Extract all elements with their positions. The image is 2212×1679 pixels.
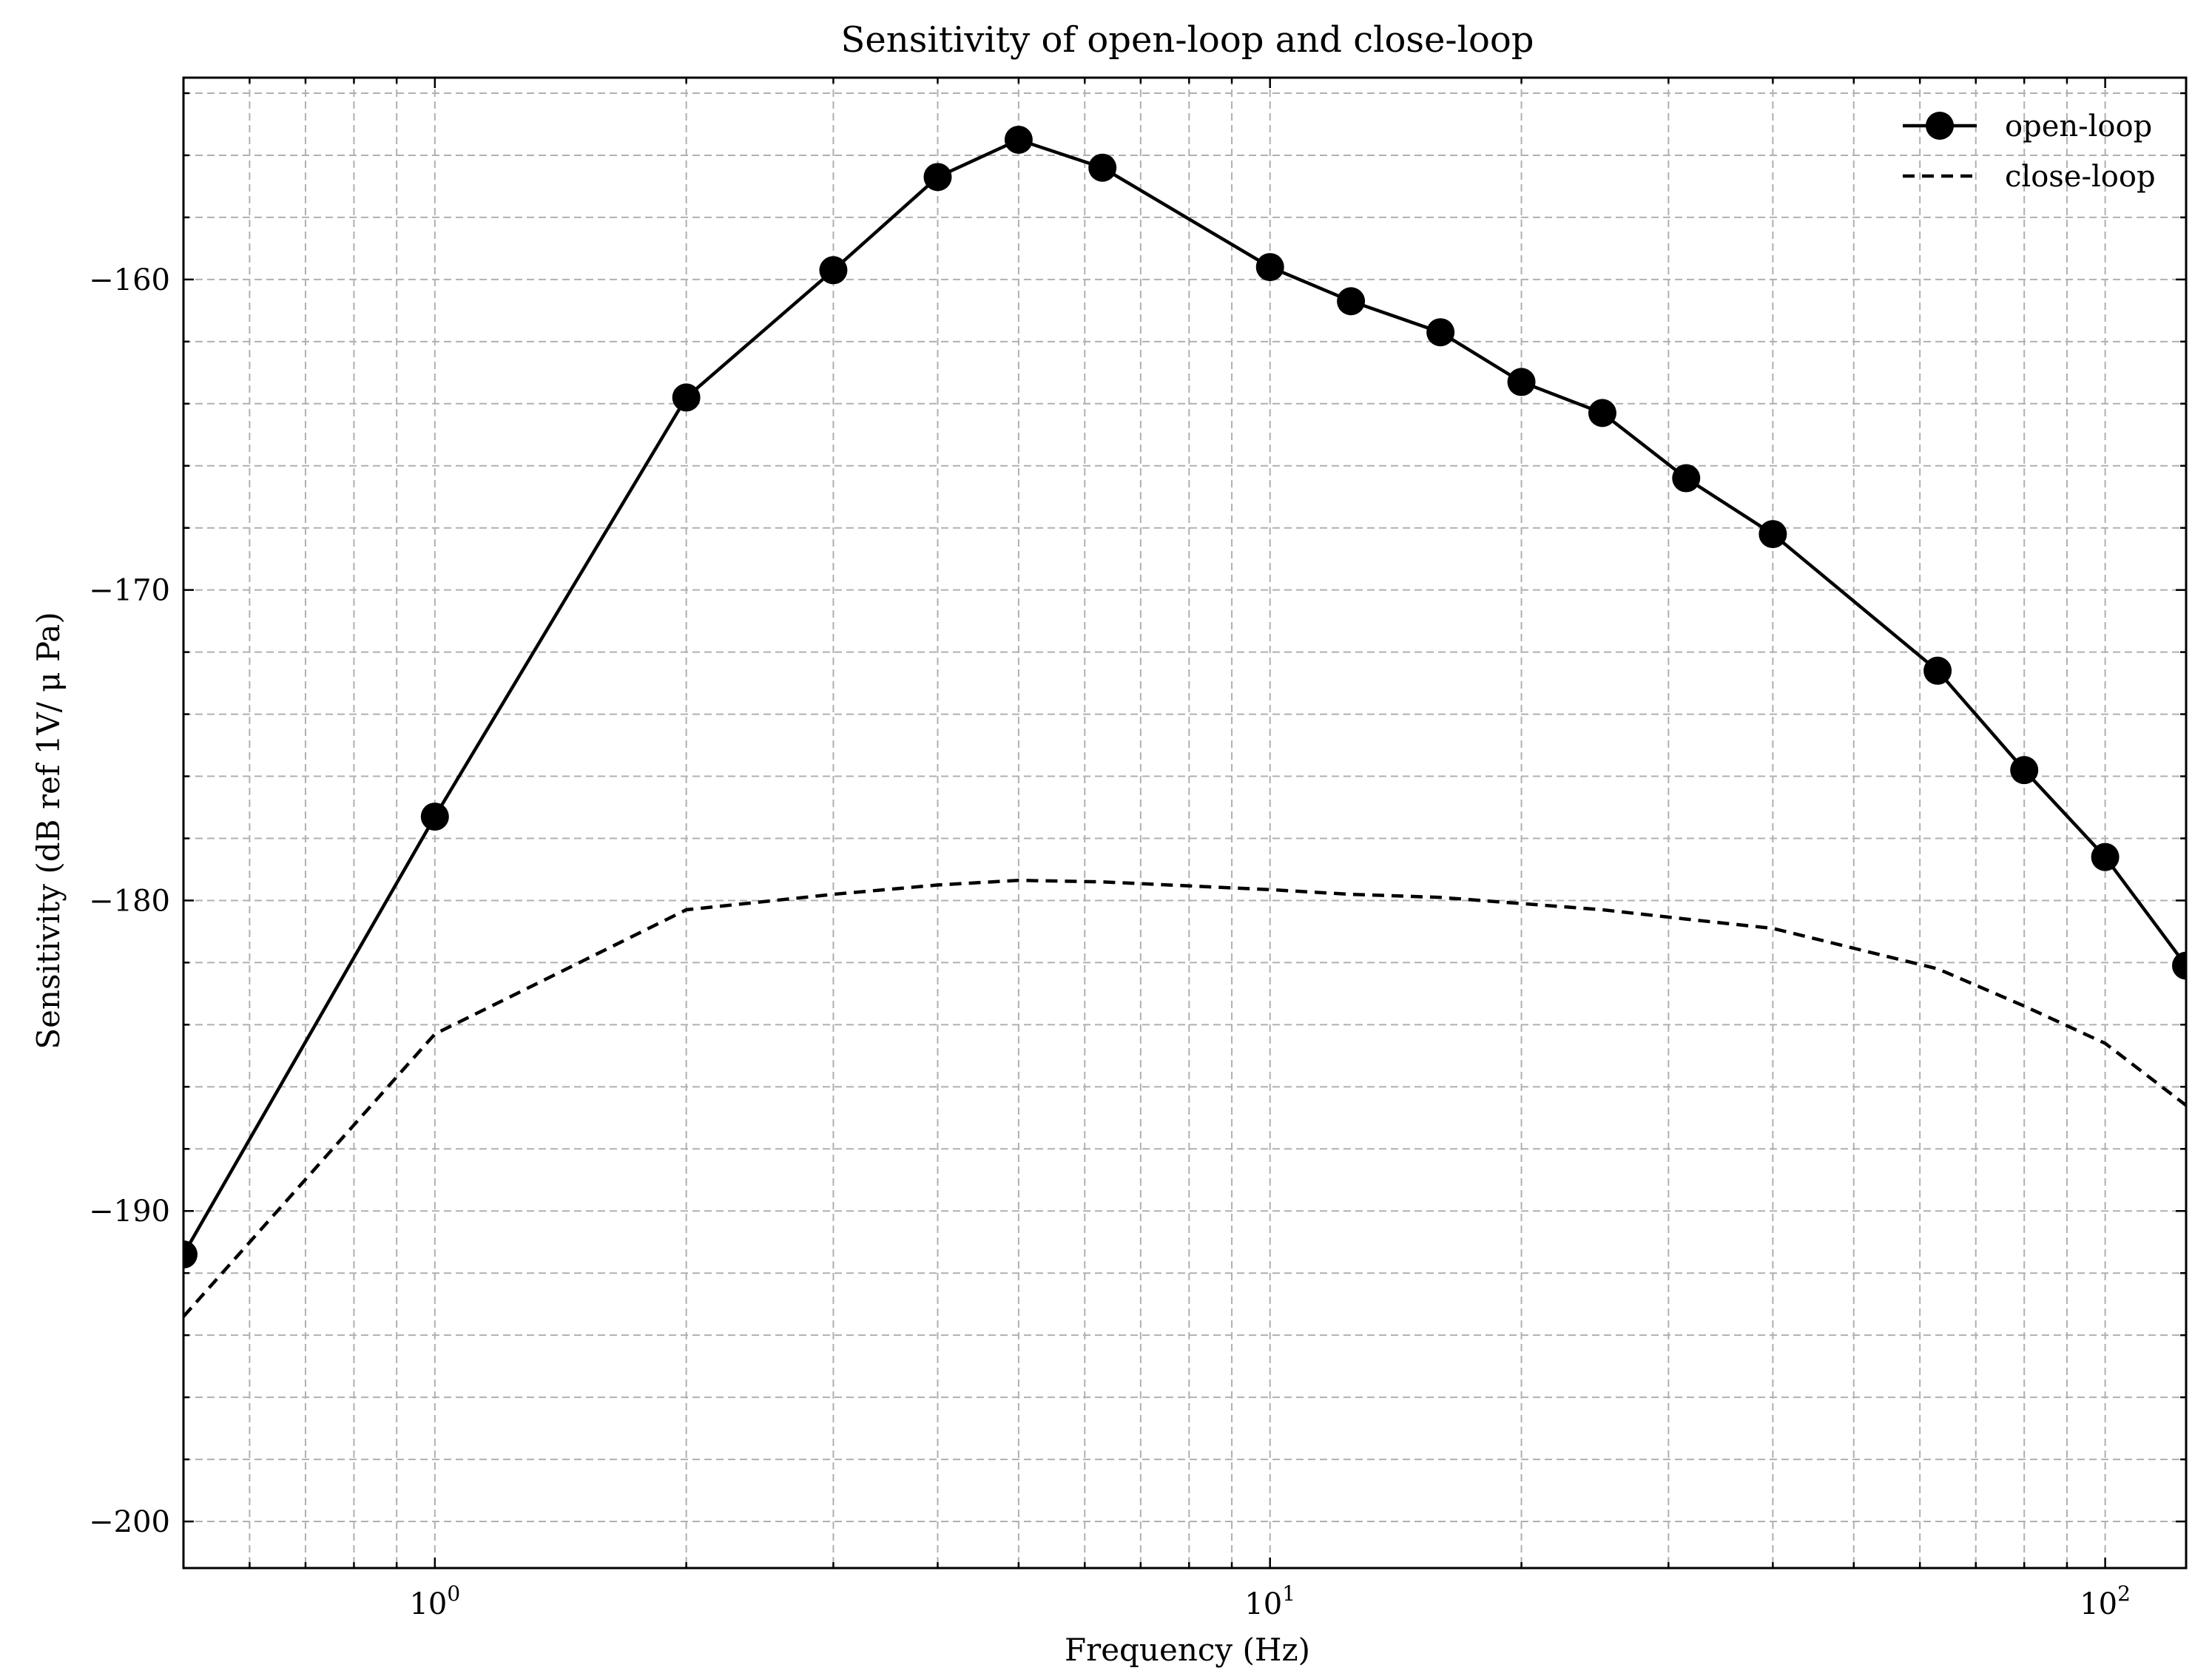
- open-loop-point: [1426, 318, 1455, 347]
- open-loop-line: [183, 138, 2186, 1256]
- y-tick-label: −180: [89, 884, 170, 918]
- open-loop-point: [923, 163, 952, 192]
- x-tick-label: 101: [1244, 1581, 1295, 1621]
- y-tick-label: −170: [89, 574, 170, 608]
- open-loop-point: [672, 383, 701, 412]
- legend-open-loop-label: open-loop: [2005, 109, 2152, 143]
- open-loop-point: [1507, 368, 1536, 396]
- open-loop-point: [1923, 656, 1952, 685]
- chart-title: Sensitivity of open-loop and close-loop: [841, 19, 1534, 61]
- open-loop-point: [1337, 287, 1366, 316]
- open-loop-point: [420, 803, 449, 831]
- open-loop-point: [819, 256, 848, 285]
- legend: open-loop close-loop: [1903, 109, 2156, 194]
- y-axis-label: Sensitivity (dB ref 1V/ μ Pa): [30, 612, 67, 1049]
- open-loop-point: [1672, 464, 1701, 493]
- open-loop-point: [2010, 756, 2039, 785]
- open-loop-point: [2172, 951, 2186, 980]
- open-loop-point: [1004, 125, 1033, 154]
- open-loop-point: [183, 1240, 198, 1269]
- open-loop-point: [1759, 520, 1787, 549]
- open-loop-point: [1588, 399, 1616, 428]
- y-tick-label: −200: [89, 1505, 170, 1539]
- series-layer: [183, 125, 2186, 1318]
- x-tick-label: 100: [409, 1581, 460, 1621]
- open-loop-point: [1255, 253, 1284, 282]
- close-loop-line: [183, 878, 2186, 1318]
- x-axis-label: Frequency (Hz): [1065, 1632, 1310, 1668]
- open-loop-point: [1088, 153, 1117, 182]
- grid-lines: [183, 78, 2186, 1568]
- series-clip-group: [183, 125, 2186, 1318]
- legend-open-loop-marker: [1926, 112, 1954, 140]
- x-tick-label: 102: [2080, 1581, 2131, 1621]
- legend-close-loop-label: close-loop: [2005, 160, 2156, 194]
- y-tick-label: −190: [89, 1195, 170, 1229]
- y-tick-label: −160: [89, 263, 170, 297]
- open-loop-point: [2091, 842, 2120, 871]
- plot-frame: [182, 76, 2188, 1570]
